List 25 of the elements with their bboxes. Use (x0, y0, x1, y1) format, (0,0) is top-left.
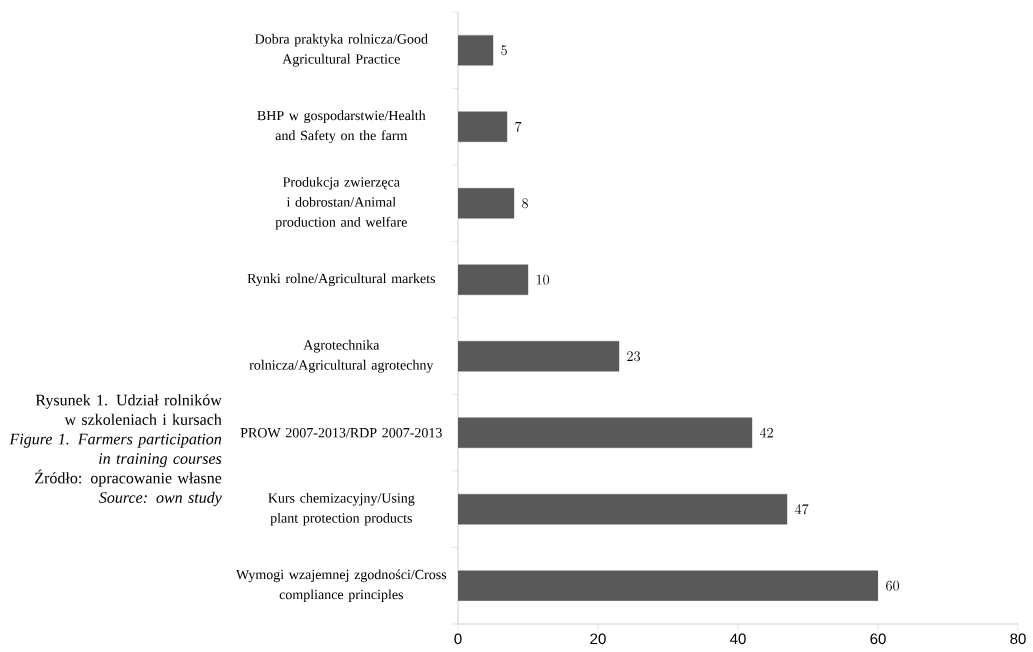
data-label: 7 (515, 121, 522, 132)
data-label: 10 (536, 274, 550, 285)
text: Źródło: opracowanie własne (35, 469, 222, 487)
y-tick-label: BHP w gospodarstwie/Health and Safety on the farm (257, 110, 426, 144)
y-tick-label: PROW 2007-2013/RDP 2007-2013 (240, 427, 442, 438)
data-label: 5 (501, 45, 507, 56)
x-tick-label: 60 (870, 633, 886, 645)
y-tick-label: Kurs chemizacyjny/Using plant protection products (268, 492, 415, 526)
x-tick-label: 20 (590, 633, 606, 645)
y-tick-label: Dobra praktyka rolnicza/Good Agricultural Practice (255, 33, 428, 67)
x-tick-label: 40 (730, 633, 746, 645)
caption: Figure 1. Farmers participation in training courses (9, 433, 222, 468)
data-label: 42 (759, 427, 773, 438)
y-tick-label: Rynki rolne/Agricultural markets (247, 273, 436, 287)
data-label: 8 (522, 198, 528, 209)
y-tick-label: Produkcja zwierzęca i dobrostan/Animal production and welfare (275, 176, 407, 230)
source-note: Source: own study (99, 491, 222, 507)
data-label: 47 (794, 504, 809, 515)
x-tick-label: 0 (454, 633, 462, 645)
y-tick-label: Wymogi wzajemnej zgodności/Cross compliance principles (235, 569, 447, 603)
text: Rysunek 1. Udział rolników w szkoleniach i kursach (35, 394, 222, 425)
data-label: 23 (627, 351, 641, 362)
y-tick-label: Agrotechnika rolnicza/Agricultural agrotechny (249, 339, 434, 373)
x-tick-label: 80 (1010, 633, 1026, 645)
data-label: 60 (886, 580, 900, 591)
